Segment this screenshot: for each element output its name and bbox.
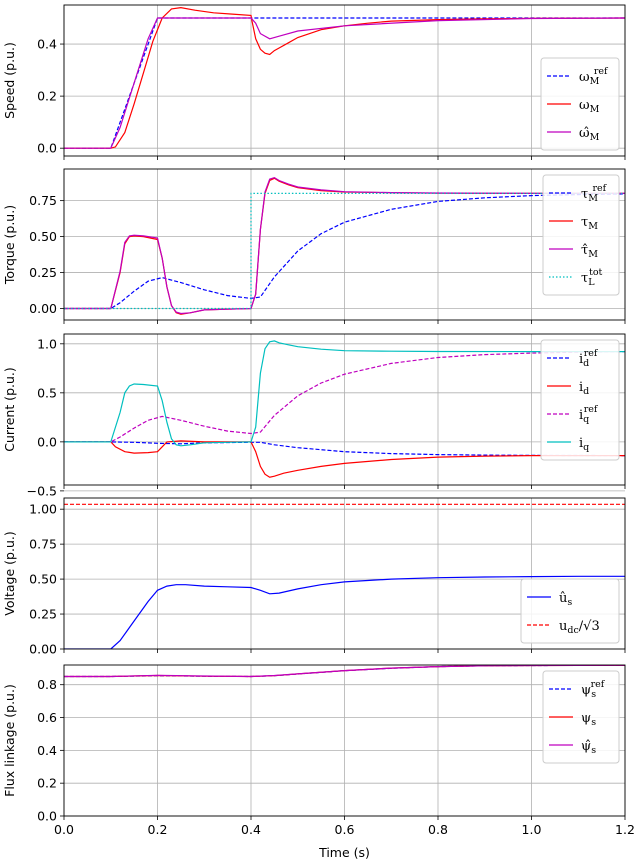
axes-frame	[63, 4, 626, 157]
legend-label: ωM	[579, 98, 600, 115]
legend-label: τMref	[581, 183, 608, 204]
y-tick-label: 1.00	[29, 502, 57, 517]
series-line-3	[64, 176, 625, 315]
axes-frame	[63, 333, 626, 486]
y-tick-label: −0.5	[27, 483, 57, 498]
legend-label: iqref	[579, 404, 599, 425]
series-line-1	[64, 575, 625, 649]
legend-label: iq	[579, 436, 589, 453]
panel-1: 0.0 0.2 0.4 Speed (p.u.) ωMref ωM ω̂M	[2, 4, 626, 160]
panel-5: 0.0 0.2 0.4 0.6 0.8 0.0 0.2 0.4 0.6 0.8 1.0 1.2 Time…	[2, 664, 635, 860]
y-tick-label: 0.2	[37, 776, 57, 791]
axes-frame	[63, 497, 626, 650]
legend-label: ψ̂s	[581, 739, 596, 756]
series-line-1	[64, 441, 625, 457]
y-tick-label: 0.50	[29, 229, 57, 244]
y-axis-label: Torque (p.u.)	[2, 205, 17, 285]
y-tick-label: 0.25	[29, 265, 57, 280]
y-tick-label: 0.0	[37, 141, 57, 156]
legend-label: τM	[581, 215, 598, 232]
y-tick-label: 0.25	[29, 607, 57, 622]
x-tick-label: 0.6	[335, 822, 355, 837]
axes-frame	[63, 664, 626, 817]
y-axis-label: Voltage (p.u.)	[2, 531, 17, 615]
y-tick-label: 0.75	[29, 537, 57, 552]
series-line-2	[64, 6, 625, 149]
y-tick-label: 0.0	[37, 434, 57, 449]
y-tick-label: 0.0	[37, 809, 57, 824]
x-tick-label: 0.2	[148, 822, 168, 837]
y-tick-label: 0.00	[29, 301, 57, 316]
y-axis-label: Speed (p.u.)	[2, 42, 17, 119]
x-axis-label: Time (s)	[318, 845, 370, 860]
legend-label: τ̂M	[581, 243, 598, 260]
y-tick-label: 0.5	[37, 385, 57, 400]
legend: ψsref ψs ψ̂s	[542, 670, 620, 764]
legend-label: udc/√3	[559, 619, 600, 636]
series-line-3	[64, 17, 625, 149]
y-tick-label: 0.8	[37, 677, 57, 692]
x-tick-label: 0.0	[54, 822, 74, 837]
legend: ωMref ωM ω̂M	[540, 57, 620, 151]
y-tick-label: 0.6	[37, 710, 57, 725]
y-tick-label: 1.0	[37, 336, 57, 351]
y-tick-label: 0.00	[29, 642, 57, 657]
y-tick-label: 0.75	[29, 193, 57, 208]
x-tick-label: 1.0	[522, 822, 542, 837]
legend-label: ψs	[581, 711, 596, 728]
legend-box	[540, 339, 620, 461]
legend-label: ω̂M	[579, 126, 600, 143]
y-axis-label: Current (p.u.)	[2, 367, 17, 451]
legend-label: idref	[579, 348, 599, 369]
legend: idref id iqref iq	[540, 339, 620, 461]
y-tick-label: 0.4	[37, 743, 57, 758]
series-line-2	[64, 440, 625, 478]
legend: ûs udc/√3	[520, 578, 620, 644]
panel-4: 0.00 0.25 0.50 0.75 1.00 Voltage (p.u.) ûs udc/…	[2, 497, 626, 657]
legend-box	[540, 57, 620, 151]
legend-label: ψsref	[581, 679, 606, 700]
series-line-4	[64, 340, 625, 447]
y-tick-label: 0.50	[29, 572, 57, 587]
legend: τMref τM τ̂M τLtot	[542, 174, 620, 296]
legend-box	[542, 174, 620, 296]
legend-box	[520, 578, 620, 644]
series-line-3	[64, 665, 625, 678]
axes-frame	[63, 168, 626, 321]
series-line-3	[64, 351, 625, 443]
x-tick-label: 0.4	[241, 822, 261, 837]
series-line-1	[64, 193, 625, 310]
x-tick-label: 0.8	[428, 822, 448, 837]
y-axis-label: Flux linkage (p.u.)	[2, 684, 17, 797]
x-tick-label: 1.2	[615, 822, 635, 837]
legend-label: ûs	[559, 591, 572, 608]
legend-label: ωMref	[579, 66, 609, 87]
legend-label: id	[579, 380, 589, 397]
legend-label: τLtot	[581, 267, 603, 288]
y-tick-label: 0.4	[37, 37, 57, 52]
legend-box	[542, 670, 620, 764]
y-tick-label: 0.2	[37, 89, 57, 104]
